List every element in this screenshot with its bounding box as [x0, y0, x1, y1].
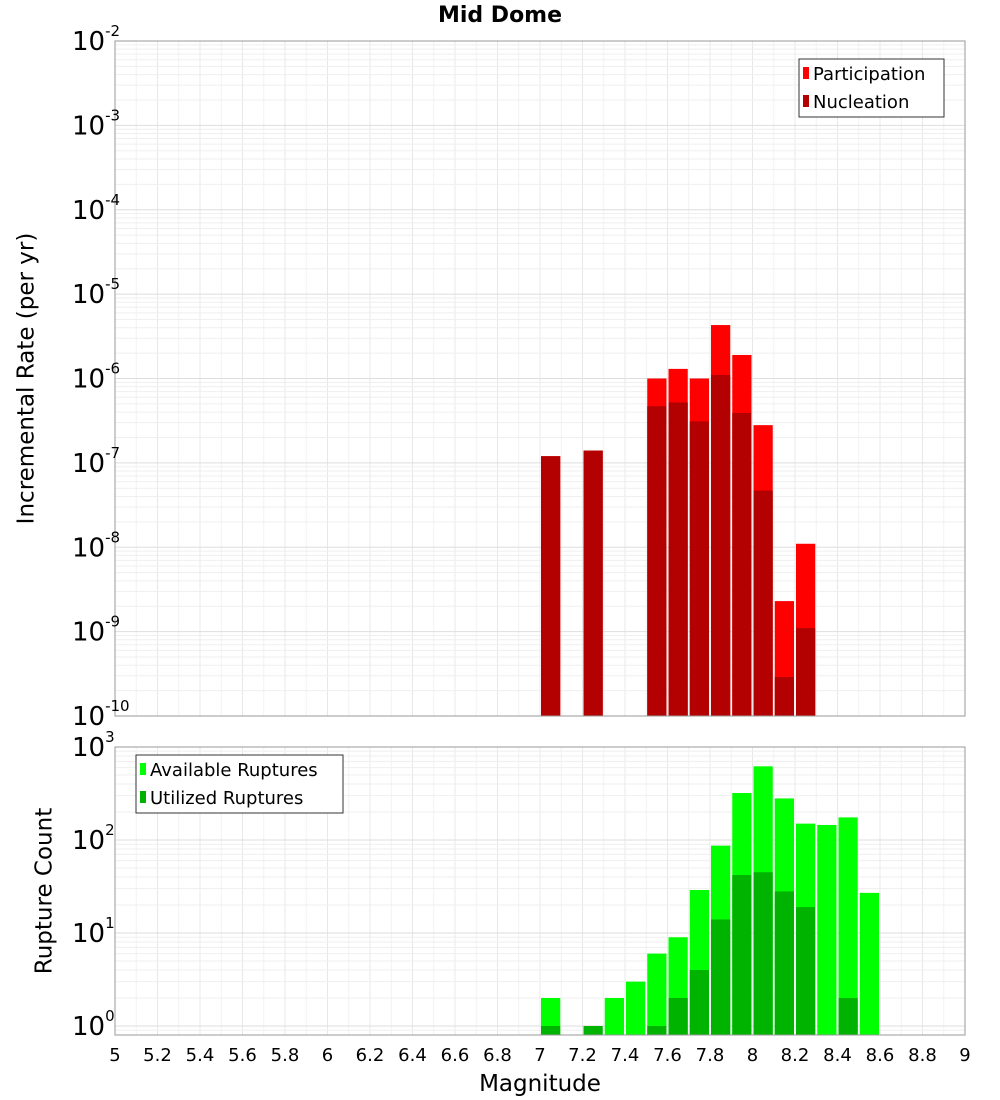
x-tick-label: 5.8 [271, 1045, 300, 1066]
bar-nucleation [647, 406, 667, 716]
bar-utilized-ruptures [732, 875, 752, 1035]
bar-nucleation [732, 413, 752, 716]
y-tick-label: 102 [72, 821, 115, 856]
legend-box [798, 58, 945, 118]
y-tick-label: 10-10 [72, 697, 130, 732]
y-tick-label: 10-4 [72, 191, 120, 226]
x-tick-label: 7.2 [568, 1045, 597, 1066]
bar-available-ruptures [541, 997, 561, 1035]
legend-entry: Nucleation [813, 92, 909, 113]
x-tick-label: 7.6 [653, 1045, 682, 1066]
bar-available-ruptures [838, 817, 858, 1035]
bar-nucleation [711, 375, 731, 716]
legend-swatch [140, 763, 146, 775]
x-tick-label: 9 [959, 1045, 970, 1066]
x-tick-label: 6.2 [356, 1045, 385, 1066]
bar-available-ruptures [817, 824, 837, 1035]
y-tick-label: 10-5 [72, 275, 120, 310]
bar-utilized-ruptures [583, 1025, 603, 1035]
bar-utilized-ruptures [838, 997, 858, 1035]
x-tick-label: 7.4 [611, 1045, 640, 1066]
bottom-y-axis-label: Rupture Count [32, 808, 58, 974]
legend-entry: Available Ruptures [150, 760, 318, 781]
y-tick-label: 10-7 [72, 444, 120, 479]
bar-nucleation [668, 402, 688, 716]
x-tick-label: 5.6 [228, 1045, 257, 1066]
bottom-plot-frame [114, 746, 966, 1036]
top-plot-bars [541, 325, 816, 716]
x-tick-labels: 5 5.2 5.4 5.6 5.8 6 6.2 6.4 6.6 6.8 7 7.2 7.4 7.6 7.8 8… [109, 1045, 970, 1066]
bottom-plot-bars [541, 766, 879, 1035]
x-tick-label: 5 [109, 1045, 120, 1066]
bar-utilized-ruptures [647, 1025, 667, 1035]
y-tick-label: 10-9 [72, 613, 120, 648]
y-tick-label: 101 [72, 914, 115, 949]
bar-utilized-ruptures [541, 1025, 561, 1035]
x-tick-label: 7.8 [696, 1045, 725, 1066]
x-tick-label: 5.4 [186, 1045, 215, 1066]
bar-utilized-ruptures [774, 891, 794, 1035]
top-plot-grid [114, 41, 966, 717]
bar-utilized-ruptures [668, 997, 688, 1035]
y-tick-label: 10-3 [72, 106, 120, 141]
bar-nucleation [583, 450, 603, 716]
top-plot-frame [114, 40, 966, 717]
bar-available-ruptures [604, 997, 624, 1035]
x-tick-label: 7 [534, 1045, 545, 1066]
x-tick-label: 8 [747, 1045, 758, 1066]
top-y-tick-labels: 10-10 10-9 10-8 10-7 10-6 10-5 10-4 10-3 10-2 [72, 22, 130, 732]
legend-swatch [140, 791, 146, 803]
x-tick-label: 6 [322, 1045, 333, 1066]
bar-available-ruptures [647, 953, 667, 1035]
bottom-legend: Available Ruptures Utilized Ruptures [135, 754, 344, 814]
top-y-axis-label: Incremental Rate (per yr) [14, 233, 40, 525]
bar-nucleation [753, 490, 773, 716]
legend-entry: Participation [813, 64, 925, 85]
legend-swatch [803, 67, 809, 79]
bar-nucleation [541, 456, 561, 716]
x-tick-label: 6.6 [441, 1045, 470, 1066]
bar-utilized-ruptures [753, 872, 773, 1035]
bar-available-ruptures [626, 981, 646, 1035]
y-tick-label: 103 [72, 728, 115, 763]
y-tick-label: 10-8 [72, 528, 120, 563]
y-tick-label: 10-6 [72, 360, 120, 395]
y-tick-label: 100 [72, 1007, 115, 1042]
x-tick-label: 8.6 [866, 1045, 895, 1066]
bar-available-ruptures [859, 892, 879, 1035]
x-axis-label: Magnitude [479, 1071, 601, 1097]
bar-utilized-ruptures [711, 919, 731, 1035]
chart-title: Mid Dome [438, 3, 562, 28]
y-tick-label: 10-2 [72, 22, 120, 57]
legend-box [135, 754, 344, 814]
bar-utilized-ruptures [796, 907, 816, 1035]
bar-nucleation [689, 421, 709, 716]
legend-swatch [803, 95, 809, 107]
x-tick-label: 8.2 [781, 1045, 810, 1066]
bar-utilized-ruptures [689, 969, 709, 1035]
x-tick-label: 8.4 [823, 1045, 852, 1066]
x-tick-label: 5.2 [143, 1045, 172, 1066]
bottom-y-tick-labels: 100 101 102 103 [72, 728, 115, 1042]
x-tick-label: 8.8 [908, 1045, 937, 1066]
legend-entry: Utilized Ruptures [150, 788, 303, 809]
x-tick-label: 6.8 [483, 1045, 512, 1066]
x-tick-label: 6.4 [398, 1045, 427, 1066]
bar-nucleation [774, 676, 794, 716]
top-legend: Participation Nucleation [798, 58, 945, 118]
bar-nucleation [796, 628, 816, 716]
